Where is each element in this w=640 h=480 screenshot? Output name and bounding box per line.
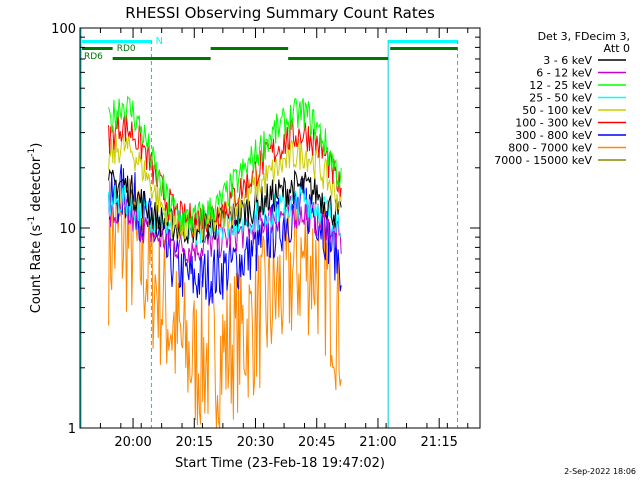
x-tick-label: 20:45 [298,435,335,450]
legend-label: 300 - 800 keV [515,129,592,142]
x-tick-label: 21:15 [420,435,457,450]
chart-title: RHESSI Observing Summary Count Rates [125,4,435,22]
legend-label: 7000 - 15000 keV [494,154,592,167]
y-tick-label: 1 [68,422,76,437]
plot-area: N RD0 RD6 [80,28,459,428]
x-axis-label: Start Time (23-Feb-18 19:47:02) [175,456,385,471]
legend-header-line2: Att 0 [604,42,630,55]
y-tick-label: 100 [51,22,76,37]
footer-date: 2-Sep-2022 18:06 [564,467,636,476]
rd0-bar-1 [82,47,113,50]
legend-label: 50 - 100 keV [522,104,592,117]
legend-label: 6 - 12 keV [536,67,592,80]
x-tick-label: 20:00 [114,435,151,450]
legend-label: 3 - 6 keV [543,54,592,67]
y-tick-label: 10 [59,222,76,237]
rd0-bar-2 [210,47,289,50]
n-bar-right [388,40,458,43]
rd6-bar-1 [112,57,211,60]
rd0-label: RD0 [117,44,136,54]
y-axis-label: Count Rate (s-1 detector-1) [27,143,44,314]
x-tick-label: 21:00 [359,435,396,450]
axes: 1 10 100 20:00 20:15 20:30 20:45 21:00 21:15 [51,22,481,450]
n-bar-left [82,40,152,43]
legend-header-line1: Det 3, FDecim 3, [538,30,630,43]
legend-label: 25 - 50 keV [529,92,592,105]
legend-label: 100 - 300 keV [515,117,592,130]
rd6-label: RD6 [84,52,103,62]
series-layer [108,95,342,429]
series-line-2 [108,95,342,232]
x-tick-label: 20:30 [237,435,274,450]
rd0-bar-3 [390,47,458,50]
series-line-7 [108,178,342,429]
legend-label: 12 - 25 keV [529,79,592,92]
rd6-bar-2 [288,57,389,60]
x-tick-label: 20:15 [176,435,213,450]
legend-label: 800 - 7000 keV [508,142,592,155]
series-line-5 [108,113,342,238]
n-label: N [156,36,163,47]
